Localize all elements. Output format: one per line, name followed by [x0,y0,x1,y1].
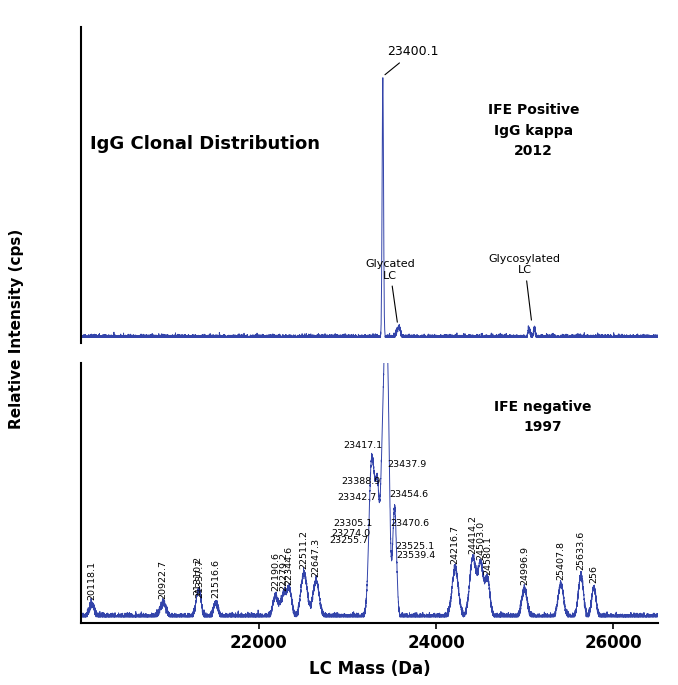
Text: 22511.2: 22511.2 [300,530,308,569]
X-axis label: LC Mass (Da): LC Mass (Da) [308,660,431,678]
Text: 23525.1: 23525.1 [395,543,435,551]
Text: 22647.3: 22647.3 [312,538,321,577]
Text: IgG Clonal Distribution: IgG Clonal Distribution [90,135,320,153]
Text: 21310.2: 21310.2 [193,556,202,595]
Text: 24996.9: 24996.9 [520,546,529,585]
Text: 22190.6: 22190.6 [271,552,280,591]
Text: 20118.1: 20118.1 [87,562,96,601]
Text: Glycated
LC: Glycated LC [365,259,415,322]
Text: 24414.2: 24414.2 [468,514,477,553]
Text: 23400.1: 23400.1 [385,45,439,75]
Text: IFE Positive
IgG kappa
2012: IFE Positive IgG kappa 2012 [487,103,579,158]
Text: 22344.6: 22344.6 [285,546,294,585]
Text: 23417.1: 23417.1 [344,441,382,450]
Text: 23342.7: 23342.7 [337,493,376,502]
Text: 21337.7: 21337.7 [195,559,205,598]
Text: 24503.0: 24503.0 [476,521,485,560]
Text: 23539.4: 23539.4 [397,551,436,560]
Text: IFE negative
1997: IFE negative 1997 [494,400,591,434]
Text: 25633.6: 25633.6 [576,531,585,570]
Text: Glycosylated
LC: Glycosylated LC [489,253,561,320]
Text: 22279.2: 22279.2 [279,551,288,590]
Text: 20922.7: 20922.7 [159,560,167,599]
Text: 23305.1: 23305.1 [334,519,373,528]
Text: 256: 256 [589,565,598,583]
Text: 21516.6: 21516.6 [212,559,220,598]
Text: 23470.6: 23470.6 [391,519,430,528]
Text: 23255.7: 23255.7 [330,536,368,545]
Text: 25407.8: 25407.8 [557,541,565,580]
Text: 24216.7: 24216.7 [451,525,460,564]
Text: 23388.9: 23388.9 [341,477,380,486]
Text: 23454.6: 23454.6 [389,490,428,499]
Text: Relative Intensity (cps): Relative Intensity (cps) [9,229,24,429]
Text: 24580.1: 24580.1 [483,536,492,575]
Text: 23437.9: 23437.9 [388,460,427,469]
Text: 23274.0: 23274.0 [331,530,370,538]
